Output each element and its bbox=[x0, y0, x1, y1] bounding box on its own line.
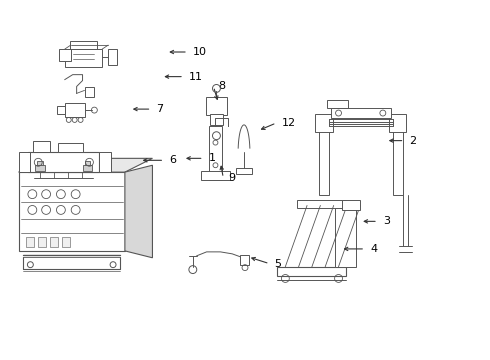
Text: 3: 3 bbox=[383, 216, 390, 226]
Polygon shape bbox=[327, 100, 348, 108]
Bar bbox=[26, 237, 34, 247]
Polygon shape bbox=[335, 208, 356, 267]
Bar bbox=[84, 161, 91, 165]
Text: 6: 6 bbox=[169, 155, 176, 165]
Polygon shape bbox=[33, 141, 50, 152]
Polygon shape bbox=[82, 170, 96, 171]
Polygon shape bbox=[58, 143, 82, 152]
Bar bbox=[82, 165, 93, 171]
Polygon shape bbox=[315, 114, 333, 132]
Polygon shape bbox=[65, 49, 102, 67]
Bar bbox=[236, 168, 252, 174]
Bar bbox=[84, 87, 95, 97]
Text: 9: 9 bbox=[228, 173, 235, 183]
Text: 1: 1 bbox=[209, 153, 216, 163]
Polygon shape bbox=[70, 41, 98, 49]
Bar bbox=[240, 255, 249, 265]
Polygon shape bbox=[297, 200, 346, 208]
Polygon shape bbox=[59, 49, 71, 61]
Text: 4: 4 bbox=[370, 244, 377, 254]
Polygon shape bbox=[392, 126, 402, 195]
Bar bbox=[343, 200, 360, 210]
Polygon shape bbox=[319, 126, 329, 195]
Polygon shape bbox=[125, 165, 152, 258]
Bar bbox=[108, 49, 117, 65]
Polygon shape bbox=[99, 152, 111, 172]
Text: 7: 7 bbox=[156, 104, 164, 114]
Bar bbox=[210, 114, 223, 125]
Polygon shape bbox=[19, 158, 152, 172]
Bar bbox=[201, 171, 230, 180]
Text: 8: 8 bbox=[219, 81, 225, 91]
Polygon shape bbox=[389, 114, 407, 132]
Bar bbox=[35, 165, 45, 171]
Text: 5: 5 bbox=[274, 259, 282, 269]
Bar bbox=[206, 97, 227, 115]
Bar bbox=[50, 237, 58, 247]
Text: 12: 12 bbox=[281, 118, 295, 128]
Bar bbox=[38, 237, 46, 247]
Polygon shape bbox=[35, 170, 48, 171]
Bar bbox=[65, 103, 84, 117]
Bar bbox=[331, 108, 391, 118]
Polygon shape bbox=[57, 106, 65, 114]
Polygon shape bbox=[28, 152, 99, 172]
Text: 2: 2 bbox=[410, 136, 416, 145]
Polygon shape bbox=[19, 172, 125, 251]
Text: 10: 10 bbox=[193, 47, 207, 57]
Bar bbox=[209, 126, 222, 180]
Polygon shape bbox=[277, 267, 346, 276]
Polygon shape bbox=[19, 152, 30, 172]
Bar bbox=[62, 237, 70, 247]
Bar bbox=[37, 161, 43, 165]
Text: 11: 11 bbox=[189, 72, 203, 82]
